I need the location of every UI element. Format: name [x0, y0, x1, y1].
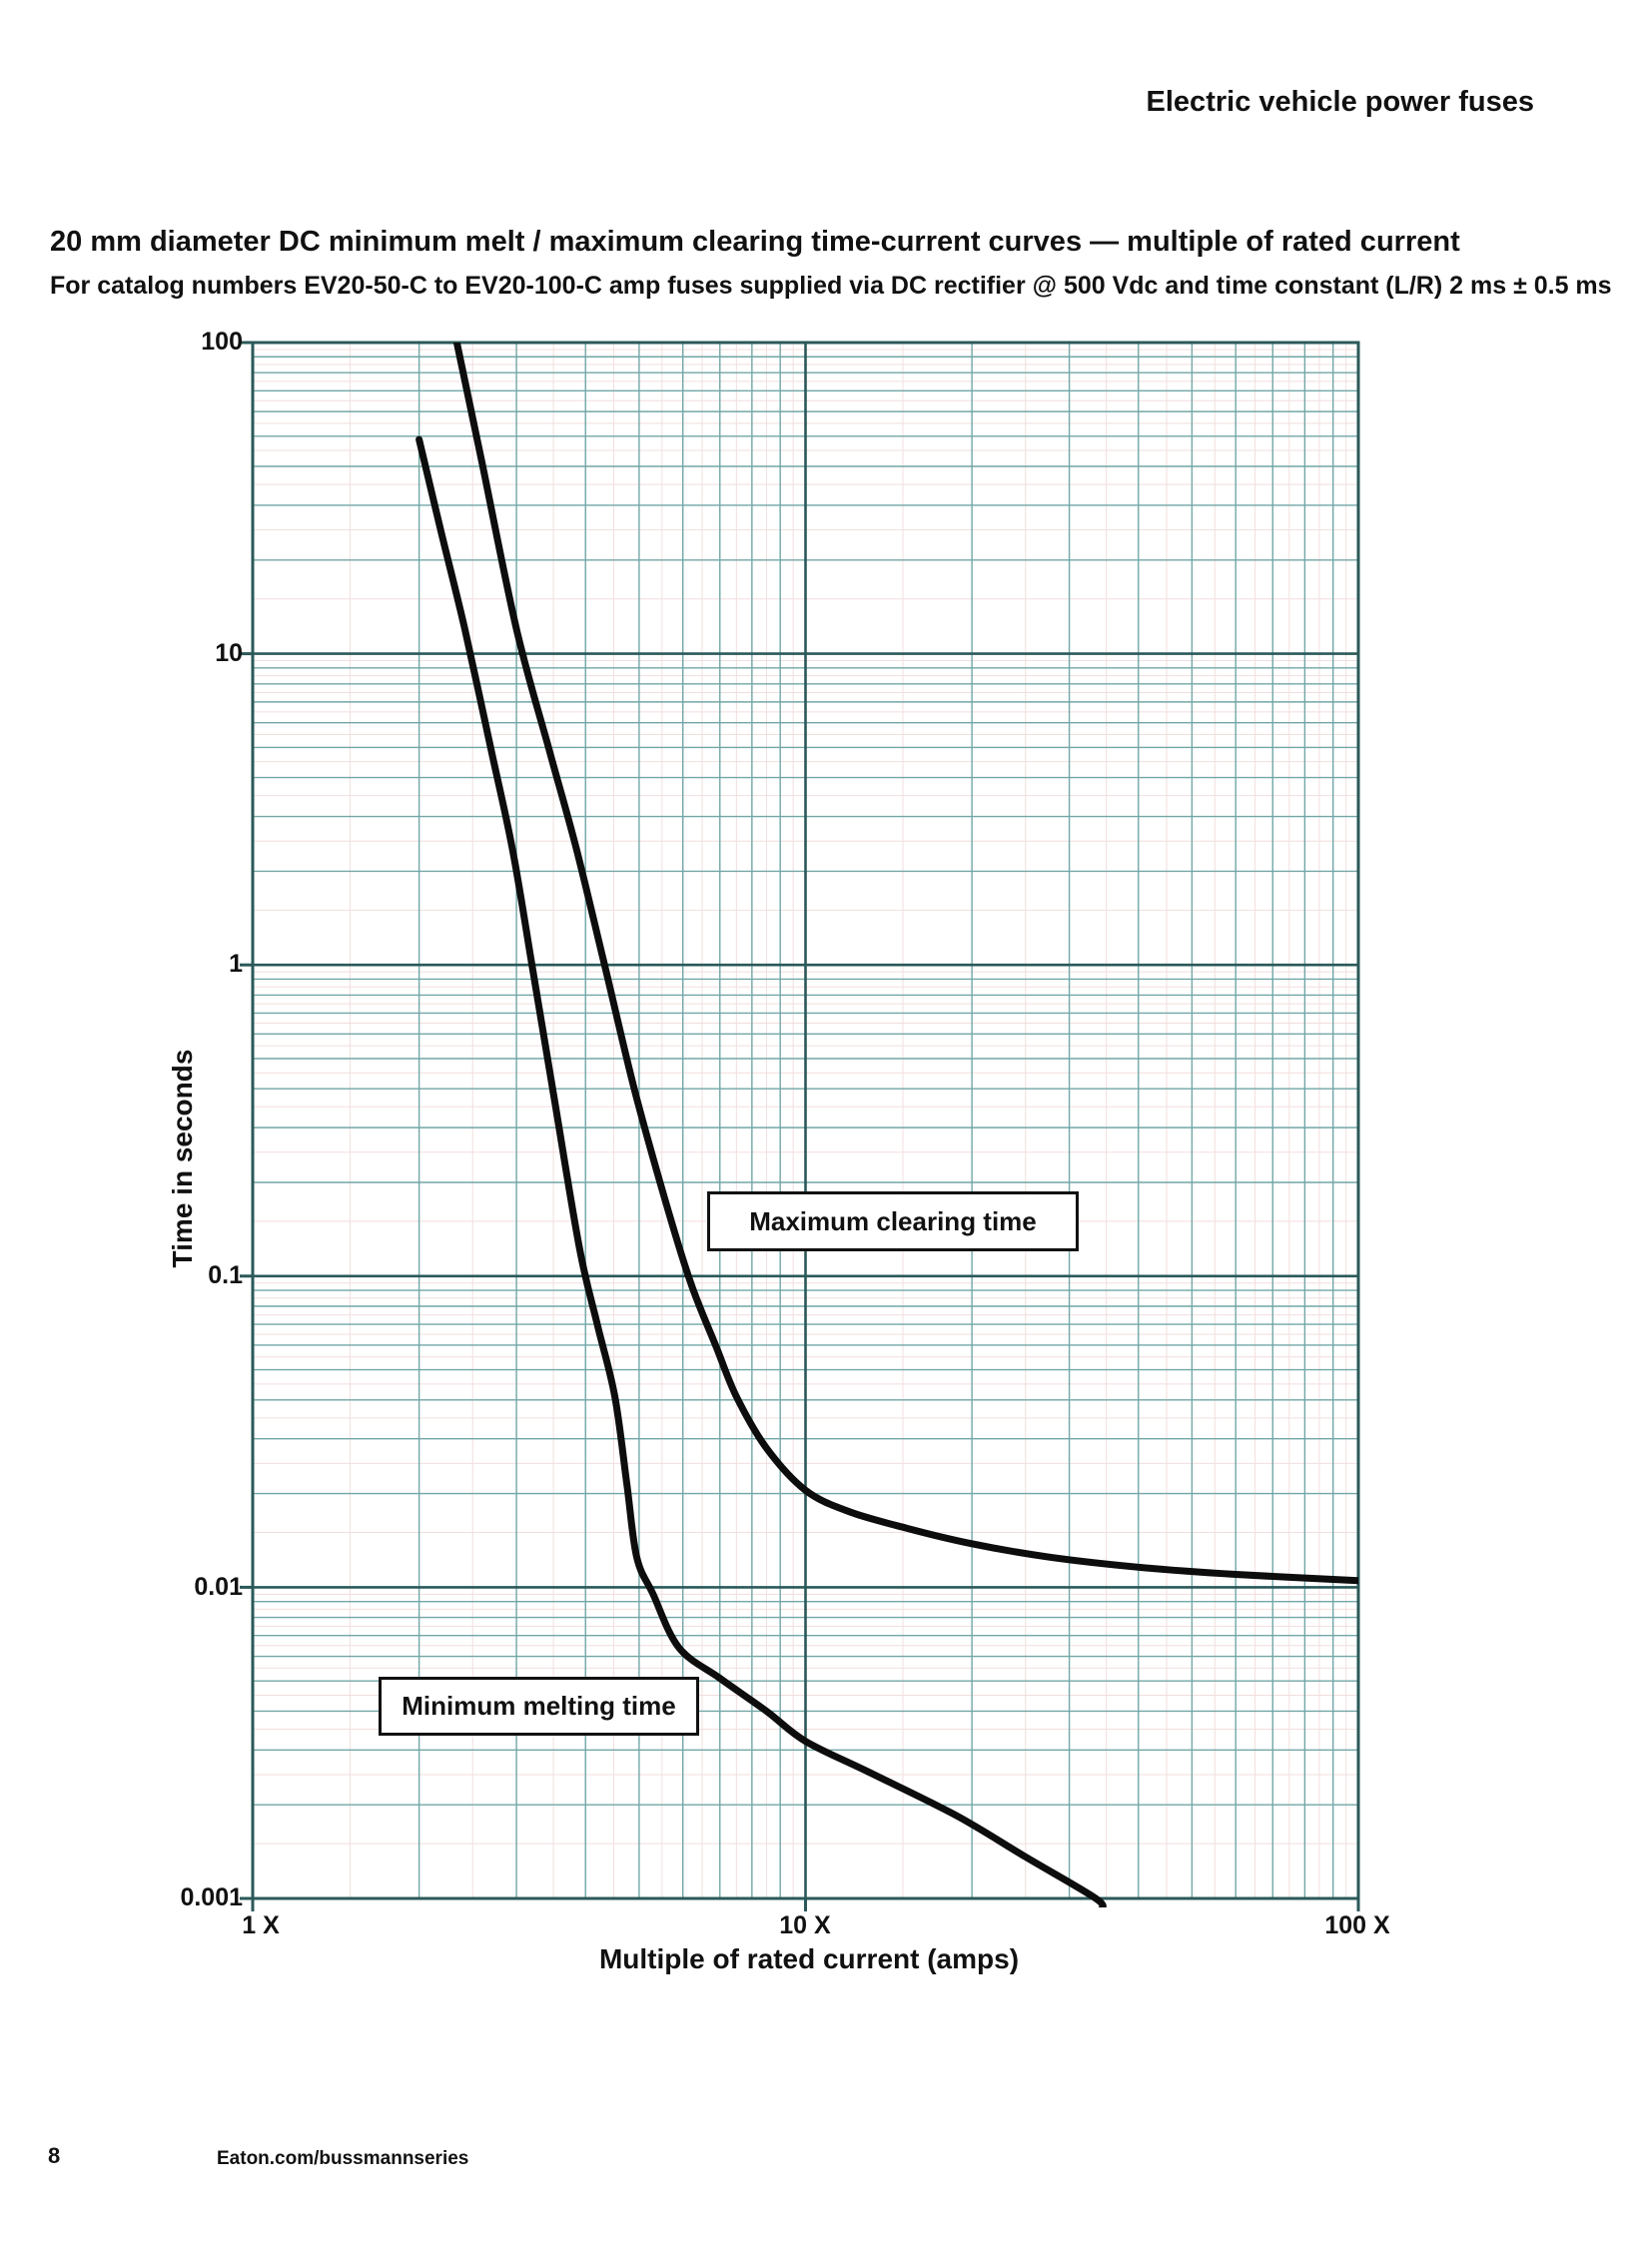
- y-axis-label: Time in seconds: [167, 1049, 198, 1268]
- page-header: Electric vehicle power fuses: [1146, 86, 1534, 118]
- max-clearing-time-label: Maximum clearing time: [707, 1191, 1079, 1251]
- y-tick-100: 100: [201, 328, 243, 356]
- x-tick-10x: 10 X: [779, 1911, 831, 1939]
- y-tick-1: 1: [229, 950, 243, 978]
- chart-subtitle: For catalog numbers EV20-50-C to EV20-10…: [50, 272, 1612, 300]
- y-tick-0p1: 0.1: [208, 1261, 243, 1289]
- y-tick-0p01: 0.01: [194, 1573, 243, 1601]
- x-tick-100x: 100 X: [1324, 1911, 1390, 1939]
- footer-website: Eaton.com/bussmannseries: [217, 2148, 469, 2169]
- chart-title: 20 mm diameter DC minimum melt / maximum…: [50, 226, 1460, 258]
- y-tick-10: 10: [215, 639, 243, 667]
- y-tick-0p001: 0.001: [180, 1883, 243, 1911]
- min-melting-time-label: Minimum melting time: [379, 1677, 699, 1736]
- x-tick-1x: 1 X: [242, 1911, 280, 1939]
- page-number: 8: [48, 2143, 61, 2168]
- x-axis-label: Multiple of rated current (amps): [598, 1943, 1020, 1974]
